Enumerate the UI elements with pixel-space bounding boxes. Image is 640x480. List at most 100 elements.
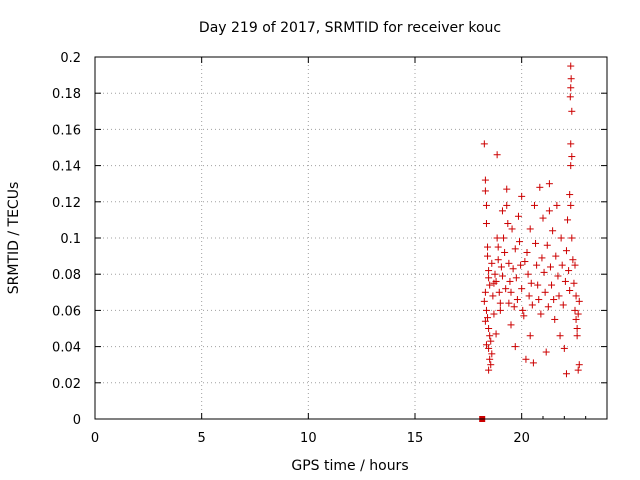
data-point (496, 299, 504, 307)
data-point (484, 252, 492, 260)
data-point (566, 191, 574, 199)
y-axis-label: SRMTID / TECUs (6, 182, 22, 295)
data-point (498, 207, 506, 215)
data-point (511, 343, 519, 351)
data-point (541, 288, 549, 296)
y-tick-label: 0.04 (52, 341, 81, 356)
data-point (501, 248, 509, 256)
data-point (503, 185, 511, 193)
data-point (493, 234, 501, 242)
data-point (503, 201, 511, 209)
data-point (488, 350, 496, 358)
data-point (485, 325, 493, 332)
data-point (556, 332, 564, 340)
data-point (520, 312, 528, 320)
data-point (491, 270, 499, 278)
data-point (571, 261, 579, 269)
data-point (497, 263, 505, 271)
data-point (545, 180, 553, 188)
data-point (524, 270, 532, 278)
data-point (481, 187, 489, 195)
data-point (506, 277, 514, 285)
data-point (525, 292, 533, 300)
data-point (513, 296, 521, 304)
data-point (521, 258, 529, 266)
data-point (507, 288, 515, 296)
data-point (500, 234, 508, 242)
data-point (486, 355, 494, 363)
data-point (526, 225, 534, 233)
data-point (571, 306, 579, 314)
y-tick-label: 0.06 (52, 304, 81, 319)
data-point (567, 84, 575, 92)
data-point (522, 355, 530, 363)
data-point (574, 366, 582, 374)
data-point (493, 151, 501, 159)
data-point (545, 207, 553, 215)
data-point (487, 361, 495, 369)
data-point (485, 274, 493, 282)
data-point (548, 281, 556, 289)
data-point (495, 288, 503, 296)
data-point (494, 256, 502, 264)
data-point (529, 359, 537, 367)
data-point (573, 325, 581, 332)
data-point (481, 317, 489, 325)
data-point (480, 140, 488, 148)
data-point (485, 267, 493, 275)
data-point (511, 245, 519, 253)
y-tick-label: 0.08 (52, 268, 81, 283)
data-point (533, 261, 541, 269)
data-point (507, 321, 515, 329)
axis-ticks: 0 0.02 0.04 0.06 0.08 0.1 0.12 0.14 0.16 0.18 0.2 0… (52, 51, 607, 446)
data-point (546, 263, 554, 271)
data-point (504, 220, 512, 228)
data-point (532, 239, 540, 247)
data-point (561, 277, 569, 285)
data-point (480, 297, 488, 305)
data-point (567, 75, 575, 83)
chart-title: Day 219 of 2017, SRMTID for receiver kou… (199, 20, 501, 36)
y-tick-label: 0.12 (52, 196, 81, 211)
data-point (526, 332, 534, 340)
data-point (567, 140, 575, 148)
data-point (528, 301, 536, 309)
data-point (537, 310, 545, 318)
data-point (562, 247, 570, 255)
grid-lines (95, 57, 607, 419)
data-point (538, 254, 546, 262)
x-tick-label: 0 (91, 431, 99, 446)
x-tick-label: 20 (513, 431, 530, 446)
data-point (485, 366, 493, 374)
data-point (543, 241, 551, 249)
data-point (539, 214, 547, 222)
x-tick-label: 5 (198, 431, 206, 446)
data-point (523, 248, 531, 256)
data-point (575, 297, 583, 305)
x-tick-label: 10 (300, 431, 317, 446)
data-point (552, 252, 560, 260)
data-point (519, 306, 527, 314)
data-point (549, 227, 557, 235)
data-point (505, 299, 513, 307)
data-point (502, 285, 510, 293)
data-point (488, 259, 496, 267)
data-point (566, 286, 574, 294)
data-point (570, 279, 578, 287)
data-point (490, 310, 498, 318)
data-points (479, 62, 583, 422)
data-point (575, 361, 583, 369)
data-point (516, 238, 524, 246)
data-point (567, 201, 575, 209)
data-point (572, 292, 580, 300)
data-point (565, 267, 573, 275)
data-point (573, 332, 581, 340)
data-point (489, 292, 497, 300)
data-point (512, 274, 520, 282)
data-point (554, 272, 562, 280)
data-point (509, 265, 517, 273)
data-point (485, 344, 493, 352)
data-point (540, 268, 548, 276)
data-point (527, 279, 535, 287)
